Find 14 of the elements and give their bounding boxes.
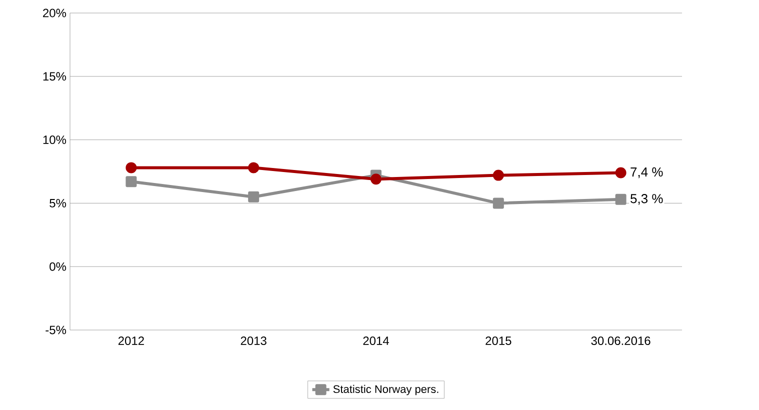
legend-label: Statistic Norway pers. — [333, 384, 438, 396]
y-tick-label: 20% — [43, 8, 66, 18]
x-tick-label: 2014 — [363, 336, 389, 346]
y-tick-label: 15% — [43, 72, 66, 81]
data-label: 7,4 % — [630, 167, 663, 178]
x-tick-label: 30.06.2016 — [591, 336, 650, 346]
data-label: 5,3 % — [630, 194, 663, 205]
y-tick-label: 5% — [50, 198, 66, 208]
x-tick-label: 2012 — [118, 336, 144, 346]
y-tick-label: -5% — [46, 326, 66, 334]
y-tick-label: 10% — [43, 136, 66, 144]
x-tick-label: 2015 — [486, 336, 512, 346]
x-tick-label: 2013 — [240, 336, 266, 346]
y-tick-label: 0% — [50, 262, 66, 271]
